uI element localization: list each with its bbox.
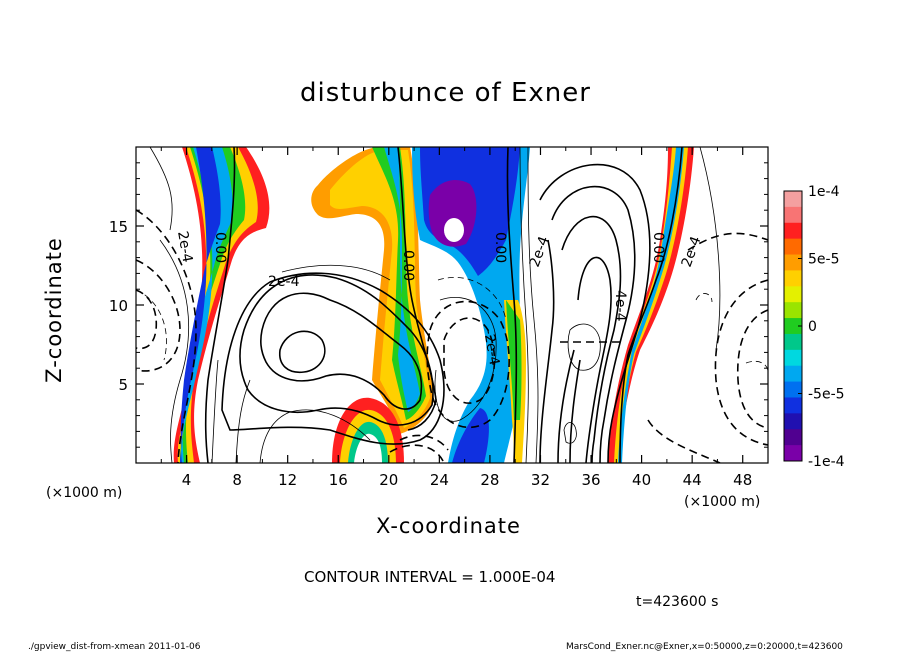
colorbar-swatch: [784, 318, 802, 335]
x-tick-label: 36: [581, 471, 600, 489]
colorbar-swatch: [784, 206, 802, 224]
contours-dashed: [136, 209, 768, 463]
x-tick-label: 40: [632, 471, 651, 489]
colorbar-swatch: [784, 429, 802, 446]
colorbar: 1e-4 5e-5 0 -5e-5 -1e-4: [783, 184, 845, 470]
colorbar-tick-label: -1e-4: [808, 454, 845, 470]
colorbar-swatch: [784, 445, 802, 462]
x-unit-label-left: (×1000 m): [46, 485, 123, 501]
x-tick-label: 20: [379, 471, 398, 489]
shading-band-center: [412, 147, 530, 463]
chart-title: disturbunce of Exner: [300, 78, 591, 108]
contour-label: 2e-4: [174, 230, 195, 264]
colorbar-swatch: [784, 333, 802, 351]
colorbar-swatch: [784, 413, 802, 430]
colorbar-swatch: [784, 254, 802, 271]
x-tick-label: 32: [531, 471, 550, 489]
y-tick-label: 5: [118, 376, 128, 394]
contour-label: 0.00: [400, 250, 416, 281]
time-label: t=423600 s: [636, 594, 719, 610]
contour-label: 4e-4: [612, 290, 628, 322]
colorbar-swatch: [784, 238, 802, 256]
contour-label: 0.00: [212, 232, 228, 263]
x-tick-label: 4: [182, 471, 192, 489]
x-tick-label: 48: [733, 471, 752, 489]
x-tick-label: 28: [480, 471, 499, 489]
colorbar-swatch: [784, 270, 802, 287]
x-unit-label-right: (×1000 m): [684, 494, 761, 510]
colorbar-swatch: [784, 397, 802, 414]
contour-label: 0.00: [650, 232, 666, 263]
colorbar-swatch: [784, 349, 802, 367]
colorbar-tick-label: -5e-5: [808, 387, 845, 403]
footer-left: ./gpview_dist-from-xmean 2011-01-06: [28, 642, 201, 652]
footer-right: MarsCond_Exner.nc@Exner,x=0:50000,z=0:20…: [566, 642, 843, 652]
y-tick-label: 10: [109, 297, 128, 315]
colorbar-swatch: [784, 381, 802, 398]
contour-label: 0.00: [492, 232, 508, 263]
x-axis-label: X-coordinate: [376, 514, 521, 538]
contour-label: 2e-4: [268, 274, 300, 290]
shading-band-right: [608, 147, 694, 463]
y-tick-label: 15: [109, 218, 128, 236]
x-tick-label: 8: [232, 471, 242, 489]
x-tick-label: 24: [430, 471, 449, 489]
y-axis: 5 10 15: [109, 162, 768, 448]
contour-labels: 2e-4 0.00 2e-4 0.00 0.00 2e-4 0.00 2e-4 …: [174, 230, 704, 367]
contour-label: -2e-4: [480, 328, 502, 367]
colorbar-tick-label: 1e-4: [808, 184, 840, 200]
contours-thin: [149, 147, 721, 463]
x-axis: 4 8 12 16 20 24 28 32 36 40 44 48: [160, 147, 752, 489]
contour-interval-note: CONTOUR INTERVAL = 1.000E-04: [304, 568, 556, 586]
colorbar-swatch: [784, 302, 802, 319]
contours-solid: [204, 147, 683, 463]
shading-band-left: [173, 147, 270, 463]
y-axis-label: Z-coordinate: [42, 237, 66, 383]
colorbar-swatch: [784, 222, 802, 240]
x-tick-label: 44: [683, 471, 702, 489]
colorbar-tick-label: 5e-5: [808, 252, 839, 268]
colorbar-swatch: [784, 286, 802, 303]
x-tick-label: 12: [278, 471, 297, 489]
colorbar-swatch: [784, 365, 802, 383]
colorbar-tick-label: 0: [808, 319, 817, 335]
x-tick-label: 16: [329, 471, 348, 489]
colorbar-swatch: [784, 191, 802, 208]
